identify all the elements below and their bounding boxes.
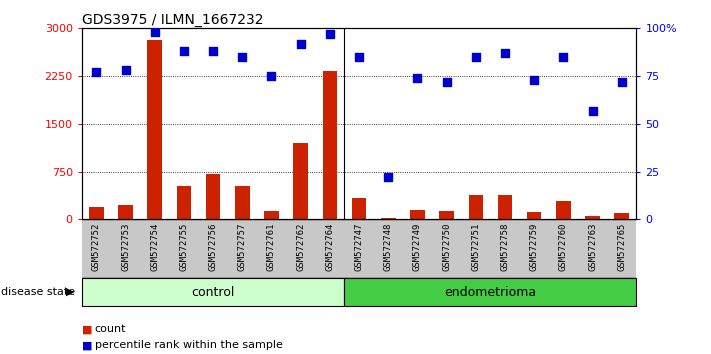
Point <box>383 175 394 180</box>
Text: GSM572752: GSM572752 <box>92 222 101 271</box>
Bar <box>294 143 308 219</box>
Text: GSM572758: GSM572758 <box>501 222 510 271</box>
Text: endometrioma: endometrioma <box>444 286 537 298</box>
FancyBboxPatch shape <box>82 278 344 306</box>
Text: GSM572756: GSM572756 <box>208 222 218 271</box>
Point <box>266 73 277 79</box>
Text: GSM572754: GSM572754 <box>150 222 159 271</box>
FancyBboxPatch shape <box>344 278 636 306</box>
Point <box>178 48 190 54</box>
Point <box>353 54 365 60</box>
Text: GSM572760: GSM572760 <box>559 222 568 271</box>
Bar <box>176 186 191 219</box>
Point <box>208 48 219 54</box>
Bar <box>556 201 571 219</box>
Text: percentile rank within the sample: percentile rank within the sample <box>95 340 282 350</box>
Text: GSM572750: GSM572750 <box>442 222 451 271</box>
Text: control: control <box>191 286 235 298</box>
Bar <box>89 207 104 219</box>
Text: GSM572748: GSM572748 <box>384 222 392 271</box>
Point <box>616 79 627 85</box>
Bar <box>439 211 454 219</box>
Point <box>557 54 569 60</box>
Bar <box>264 211 279 219</box>
Text: GSM572762: GSM572762 <box>296 222 305 271</box>
Point <box>412 75 423 81</box>
Point <box>499 50 510 56</box>
Text: GSM572764: GSM572764 <box>326 222 334 271</box>
Text: GSM572749: GSM572749 <box>413 222 422 271</box>
Text: ■: ■ <box>82 324 92 334</box>
Point <box>587 108 598 113</box>
Text: count: count <box>95 324 126 334</box>
Bar <box>118 205 133 219</box>
Bar <box>381 218 395 219</box>
Point <box>120 68 132 73</box>
Text: GSM572759: GSM572759 <box>530 222 539 271</box>
Point <box>324 31 336 37</box>
Text: GSM572765: GSM572765 <box>617 222 626 271</box>
Point <box>91 69 102 75</box>
Text: ▶: ▶ <box>66 287 75 297</box>
Bar <box>527 212 542 219</box>
Bar <box>352 198 366 219</box>
Text: GSM572751: GSM572751 <box>471 222 481 271</box>
Text: disease state: disease state <box>1 287 75 297</box>
Point <box>528 77 540 83</box>
Point <box>149 29 161 35</box>
Bar <box>205 173 220 219</box>
Point <box>470 54 481 60</box>
Text: GSM572753: GSM572753 <box>121 222 130 271</box>
Text: GSM572747: GSM572747 <box>355 222 363 271</box>
Bar <box>498 195 513 219</box>
Bar <box>323 71 337 219</box>
Text: GDS3975 / ILMN_1667232: GDS3975 / ILMN_1667232 <box>82 13 263 27</box>
Bar <box>235 186 250 219</box>
Bar <box>147 40 162 219</box>
Text: GSM572761: GSM572761 <box>267 222 276 271</box>
Text: GSM572757: GSM572757 <box>237 222 247 271</box>
Bar <box>410 210 424 219</box>
Bar <box>469 195 483 219</box>
Text: GSM572755: GSM572755 <box>179 222 188 271</box>
Bar <box>585 216 600 219</box>
Bar <box>614 213 629 219</box>
Point <box>441 79 452 85</box>
Point <box>295 41 306 46</box>
Text: ■: ■ <box>82 340 92 350</box>
Point <box>237 54 248 60</box>
Text: GSM572763: GSM572763 <box>588 222 597 271</box>
